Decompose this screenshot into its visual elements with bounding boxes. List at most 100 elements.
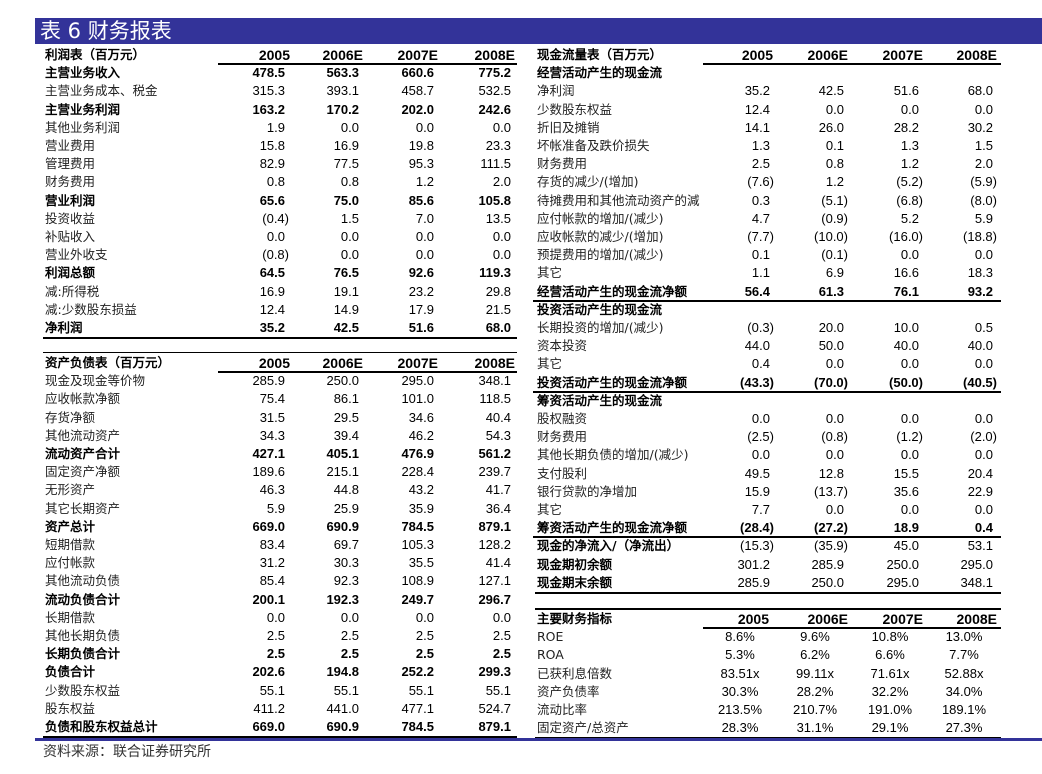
row-label: 财务费用: [45, 174, 96, 190]
cell-value: (18.8): [963, 229, 997, 244]
year-header: 2006E: [322, 47, 363, 63]
cell-value: 42.5: [818, 83, 844, 99]
section-divider: [533, 390, 1001, 393]
cell-value: 191.0%: [867, 702, 913, 717]
table-row: 筹资活动产生的现金流净额 (28.4) (27.2) 18.9 0.4: [537, 519, 1001, 537]
cell-value: 0.0: [900, 247, 919, 263]
table-row: 无形资产 46.3 44.8 43.2 41.7: [45, 481, 517, 499]
cell-value: 478.5: [252, 65, 285, 81]
cell-value: 35.5: [408, 555, 434, 571]
cell-value: (0.4): [262, 210, 289, 226]
cell-value: 12.8: [818, 465, 844, 481]
cell-value: 348.1: [478, 373, 511, 389]
year-header: 2008E: [474, 47, 515, 63]
cell-value: 30.2: [967, 119, 993, 135]
row-label: ROE: [537, 629, 564, 645]
cell-value: 0.0: [492, 609, 511, 625]
table-top-rule: [43, 352, 517, 353]
cell-value: 93.2: [967, 283, 993, 299]
table-row: 其他流动负债 85.4 92.3 108.9 127.1: [45, 572, 517, 590]
cell-value: 2.5: [492, 646, 511, 662]
cell-value: 119.3: [479, 265, 511, 281]
table-row: 长期借款 0.0 0.0 0.0 0.0: [45, 609, 517, 627]
cell-value: 29.5: [333, 409, 359, 425]
cell-value: 784.5: [401, 518, 434, 534]
cell-value: (43.3): [740, 374, 774, 390]
cell-value: 30.3%: [721, 683, 759, 699]
row-label: 财务费用: [537, 156, 588, 172]
row-label: 折旧及摊销: [537, 119, 600, 135]
row-label: 主营业务成本、税金: [45, 83, 158, 99]
cell-value: 40.4: [485, 409, 511, 425]
cell-value: 44.0: [744, 338, 770, 354]
row-label: 经营活动产生的现金流净额: [537, 283, 688, 299]
row-label: 支付股利: [537, 465, 588, 481]
table-row: 预提费用的增加/(减少) 0.1 (0.1) 0.0 0.0: [537, 246, 1001, 264]
table-row: 净利润 35.2 42.5 51.6 68.0: [537, 82, 1001, 100]
year-header: 2005: [258, 355, 290, 371]
cell-value: 1.2: [415, 174, 434, 190]
cell-value: 75.0: [333, 192, 359, 208]
cell-value: (8.0): [970, 192, 997, 208]
table-row: 固定资产净额 189.6 215.1 228.4 239.7: [45, 463, 517, 481]
row-label: 资产总计: [45, 518, 96, 534]
row-label: 投资活动产生的现金流净额: [537, 374, 688, 390]
table-row: 资产负债率 30.3% 28.2% 32.2% 34.0%: [537, 683, 1001, 701]
cell-value: 22.9: [967, 483, 993, 499]
cell-value: 1.3: [751, 138, 770, 153]
row-label: 流动比率: [537, 702, 588, 717]
cell-value: 1.2: [900, 156, 919, 172]
cell-value: 52.88x: [944, 665, 984, 681]
row-label: 投资收益: [45, 210, 96, 226]
cell-value: 56.4: [744, 283, 770, 299]
cell-value: 13.5: [485, 210, 511, 226]
cell-value: 40.0: [893, 338, 919, 354]
cell-value: 34.6: [408, 409, 434, 425]
cell-value: 563.3: [326, 65, 359, 81]
cell-value: 36.4: [485, 500, 511, 516]
table-row: 股东权益 411.2 441.0 477.1 524.7: [45, 700, 517, 718]
cell-value: 53.1: [967, 538, 993, 554]
cell-value: 0.0: [974, 101, 993, 117]
cell-value: 690.9: [326, 518, 359, 534]
cell-value: 690.9: [326, 719, 359, 734]
cell-value: 55.1: [408, 682, 434, 698]
table-row: 营业外收支 (0.8) 0.0 0.0 0.0: [45, 246, 517, 264]
cell-value: 39.4: [333, 427, 359, 443]
cell-value: 0.0: [751, 447, 770, 463]
cell-value: 8.6%: [725, 629, 755, 645]
table-row: 其它 0.4 0.0 0.0 0.0: [537, 355, 1001, 373]
cell-value: 393.1: [326, 83, 359, 99]
table-row: 补贴收入 0.0 0.0 0.0 0.0: [45, 228, 517, 246]
row-label: 投资活动产生的现金流: [537, 301, 663, 317]
cell-value: 285.9: [811, 556, 844, 572]
cell-value: (15.3): [740, 538, 774, 554]
cell-value: 1.1: [751, 265, 770, 281]
cell-value: 228.4: [401, 464, 434, 480]
table-row: 负债和股东权益总计 669.0 690.9 784.5 879.1: [45, 718, 517, 736]
cell-value: 111.5: [480, 156, 511, 172]
cell-value: 295.0: [401, 373, 434, 389]
cell-value: 128.2: [478, 537, 511, 552]
row-label: 长期投资的增加/(减少): [537, 320, 664, 335]
cell-value: 17.9: [408, 301, 434, 317]
cell-value: 7.0: [415, 210, 434, 226]
cell-value: 2.0: [974, 156, 993, 172]
cell-value: 0.0: [825, 101, 844, 117]
row-label: 净利润: [537, 83, 575, 99]
row-label: 其它: [537, 265, 563, 281]
table-row: 其他长期负债的增加/(减少) 0.0 0.0 0.0 0.0: [537, 446, 1001, 464]
table-row: ROE 8.6% 9.6% 10.8% 13.0%: [537, 628, 1001, 646]
cell-value: 0.0: [415, 119, 434, 135]
table-row: 存货净额 31.5 29.5 34.6 40.4: [45, 409, 517, 427]
row-label: 资产负债率: [537, 683, 600, 699]
row-label: 其他业务利润: [45, 119, 121, 135]
row-label: 其它: [537, 502, 563, 517]
table-title: 资产负债表（百万元）: [45, 355, 171, 370]
cell-value: 458.7: [401, 83, 434, 99]
cell-value: 1.5: [974, 138, 993, 153]
cell-value: 23.2: [408, 283, 434, 299]
cell-value: 7.7%: [949, 647, 979, 663]
cell-value: 200.1: [252, 591, 285, 607]
table-row: 现金期末余额 285.9 250.0 295.0 348.1: [537, 574, 1001, 592]
